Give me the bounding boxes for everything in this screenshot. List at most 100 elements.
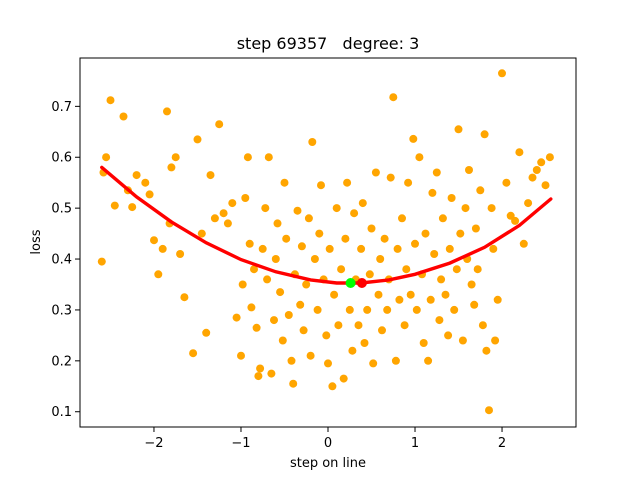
scatter-point	[310, 255, 319, 263]
scatter-point	[254, 372, 263, 381]
scatter-point	[471, 224, 480, 233]
scatter-point	[232, 313, 241, 322]
scatter-point	[489, 244, 498, 253]
scatter-point	[97, 257, 106, 266]
scatter-point	[189, 349, 198, 358]
scatter-point	[454, 125, 463, 134]
scatter-point	[515, 148, 524, 157]
scatter-point	[238, 280, 247, 289]
scatter-point	[252, 323, 261, 332]
scatter-point	[467, 280, 476, 289]
scatter-point	[110, 201, 119, 210]
scatter-point	[276, 288, 285, 297]
scatter-point	[424, 356, 433, 365]
scatter-point	[202, 328, 211, 337]
scatter-point	[432, 168, 441, 177]
scatter-point	[287, 356, 296, 365]
scatter-point	[524, 199, 533, 208]
scatter-point	[223, 219, 232, 228]
scatter-point	[380, 234, 389, 243]
scatter-point	[365, 270, 374, 279]
scatter-point	[271, 255, 280, 263]
scatter-point	[106, 96, 115, 105]
scatter-point	[315, 229, 324, 238]
scatter-point	[400, 321, 409, 330]
y-tick-label: 0.4	[51, 253, 72, 268]
scatter-point	[328, 382, 337, 391]
scatter-point	[132, 171, 141, 180]
scatter-point	[378, 326, 386, 335]
scatter-point	[302, 280, 311, 289]
scatter-point	[171, 153, 180, 162]
scatter-point	[102, 153, 111, 162]
scatter-point	[419, 339, 428, 347]
current-point	[356, 278, 367, 288]
x-tick-label: −1	[231, 436, 250, 451]
scatter-point	[325, 244, 334, 253]
scatter-point	[296, 300, 305, 309]
y-tick-label: 0.7	[51, 100, 72, 115]
scatter-point	[519, 239, 528, 248]
scatter-point	[367, 224, 376, 233]
scatter-point	[341, 234, 350, 243]
y-axis-ticks: 0.1 0.2 0.3 0.4 0.5 0.6 0.7	[51, 100, 80, 420]
scatter-point	[545, 153, 554, 162]
scatter-point	[270, 316, 278, 325]
scatter-point	[237, 351, 245, 360]
scatter-point	[247, 303, 256, 312]
y-tick-label: 0.6	[51, 151, 72, 166]
scatter-point	[537, 158, 546, 167]
scatter-point	[421, 229, 430, 238]
scatter-point	[250, 265, 258, 274]
chart-title: step 69357 degree: 3	[237, 34, 420, 53]
y-tick-label: 0.5	[51, 202, 72, 217]
scatter-point	[374, 290, 383, 299]
scatter-point	[150, 236, 158, 245]
scatter-point	[350, 209, 359, 218]
scatter-point	[478, 321, 487, 330]
scatter-points	[97, 69, 554, 415]
minimum-point	[345, 278, 356, 288]
scatter-point	[428, 188, 437, 197]
scatter-point	[154, 270, 163, 279]
scatter-point	[141, 178, 150, 187]
scatter-point	[412, 305, 421, 314]
scatter-point	[354, 321, 363, 330]
scatter-point	[498, 69, 506, 78]
scatter-point	[482, 346, 491, 355]
scatter-point	[273, 219, 282, 228]
scatter-point	[197, 229, 206, 238]
scatter-point	[491, 336, 500, 345]
scatter-point	[391, 356, 400, 365]
scatter-point	[435, 316, 444, 325]
scatter-point	[299, 326, 308, 335]
scatter-point	[345, 305, 354, 314]
scatter-point	[447, 194, 456, 202]
scatter-point	[284, 311, 293, 319]
scatter-point	[450, 305, 459, 314]
scatter-point	[470, 300, 479, 309]
scatter-point	[278, 336, 287, 345]
fit-curve	[100, 165, 553, 285]
y-tick-label: 0.1	[51, 405, 72, 420]
scatter-point	[426, 295, 435, 304]
scatter-point	[437, 275, 446, 284]
scatter-point	[456, 229, 465, 238]
y-tick-label: 0.2	[51, 354, 72, 369]
scatter-point	[324, 359, 332, 368]
scatter-point	[528, 173, 537, 182]
x-axis-label: step on line	[290, 456, 366, 471]
scatter-point	[445, 244, 454, 253]
scatter-point	[228, 199, 237, 208]
scatter-point	[444, 331, 453, 340]
scatter-point	[261, 204, 270, 213]
scatter-point	[264, 153, 273, 162]
y-tick-label: 0.3	[51, 303, 72, 318]
scatter-point	[163, 107, 171, 116]
scatter-point	[461, 204, 470, 213]
scatter-point	[332, 204, 341, 213]
scatter-point	[465, 166, 473, 174]
scatter-point	[339, 374, 348, 383]
scatter-point	[532, 166, 541, 174]
